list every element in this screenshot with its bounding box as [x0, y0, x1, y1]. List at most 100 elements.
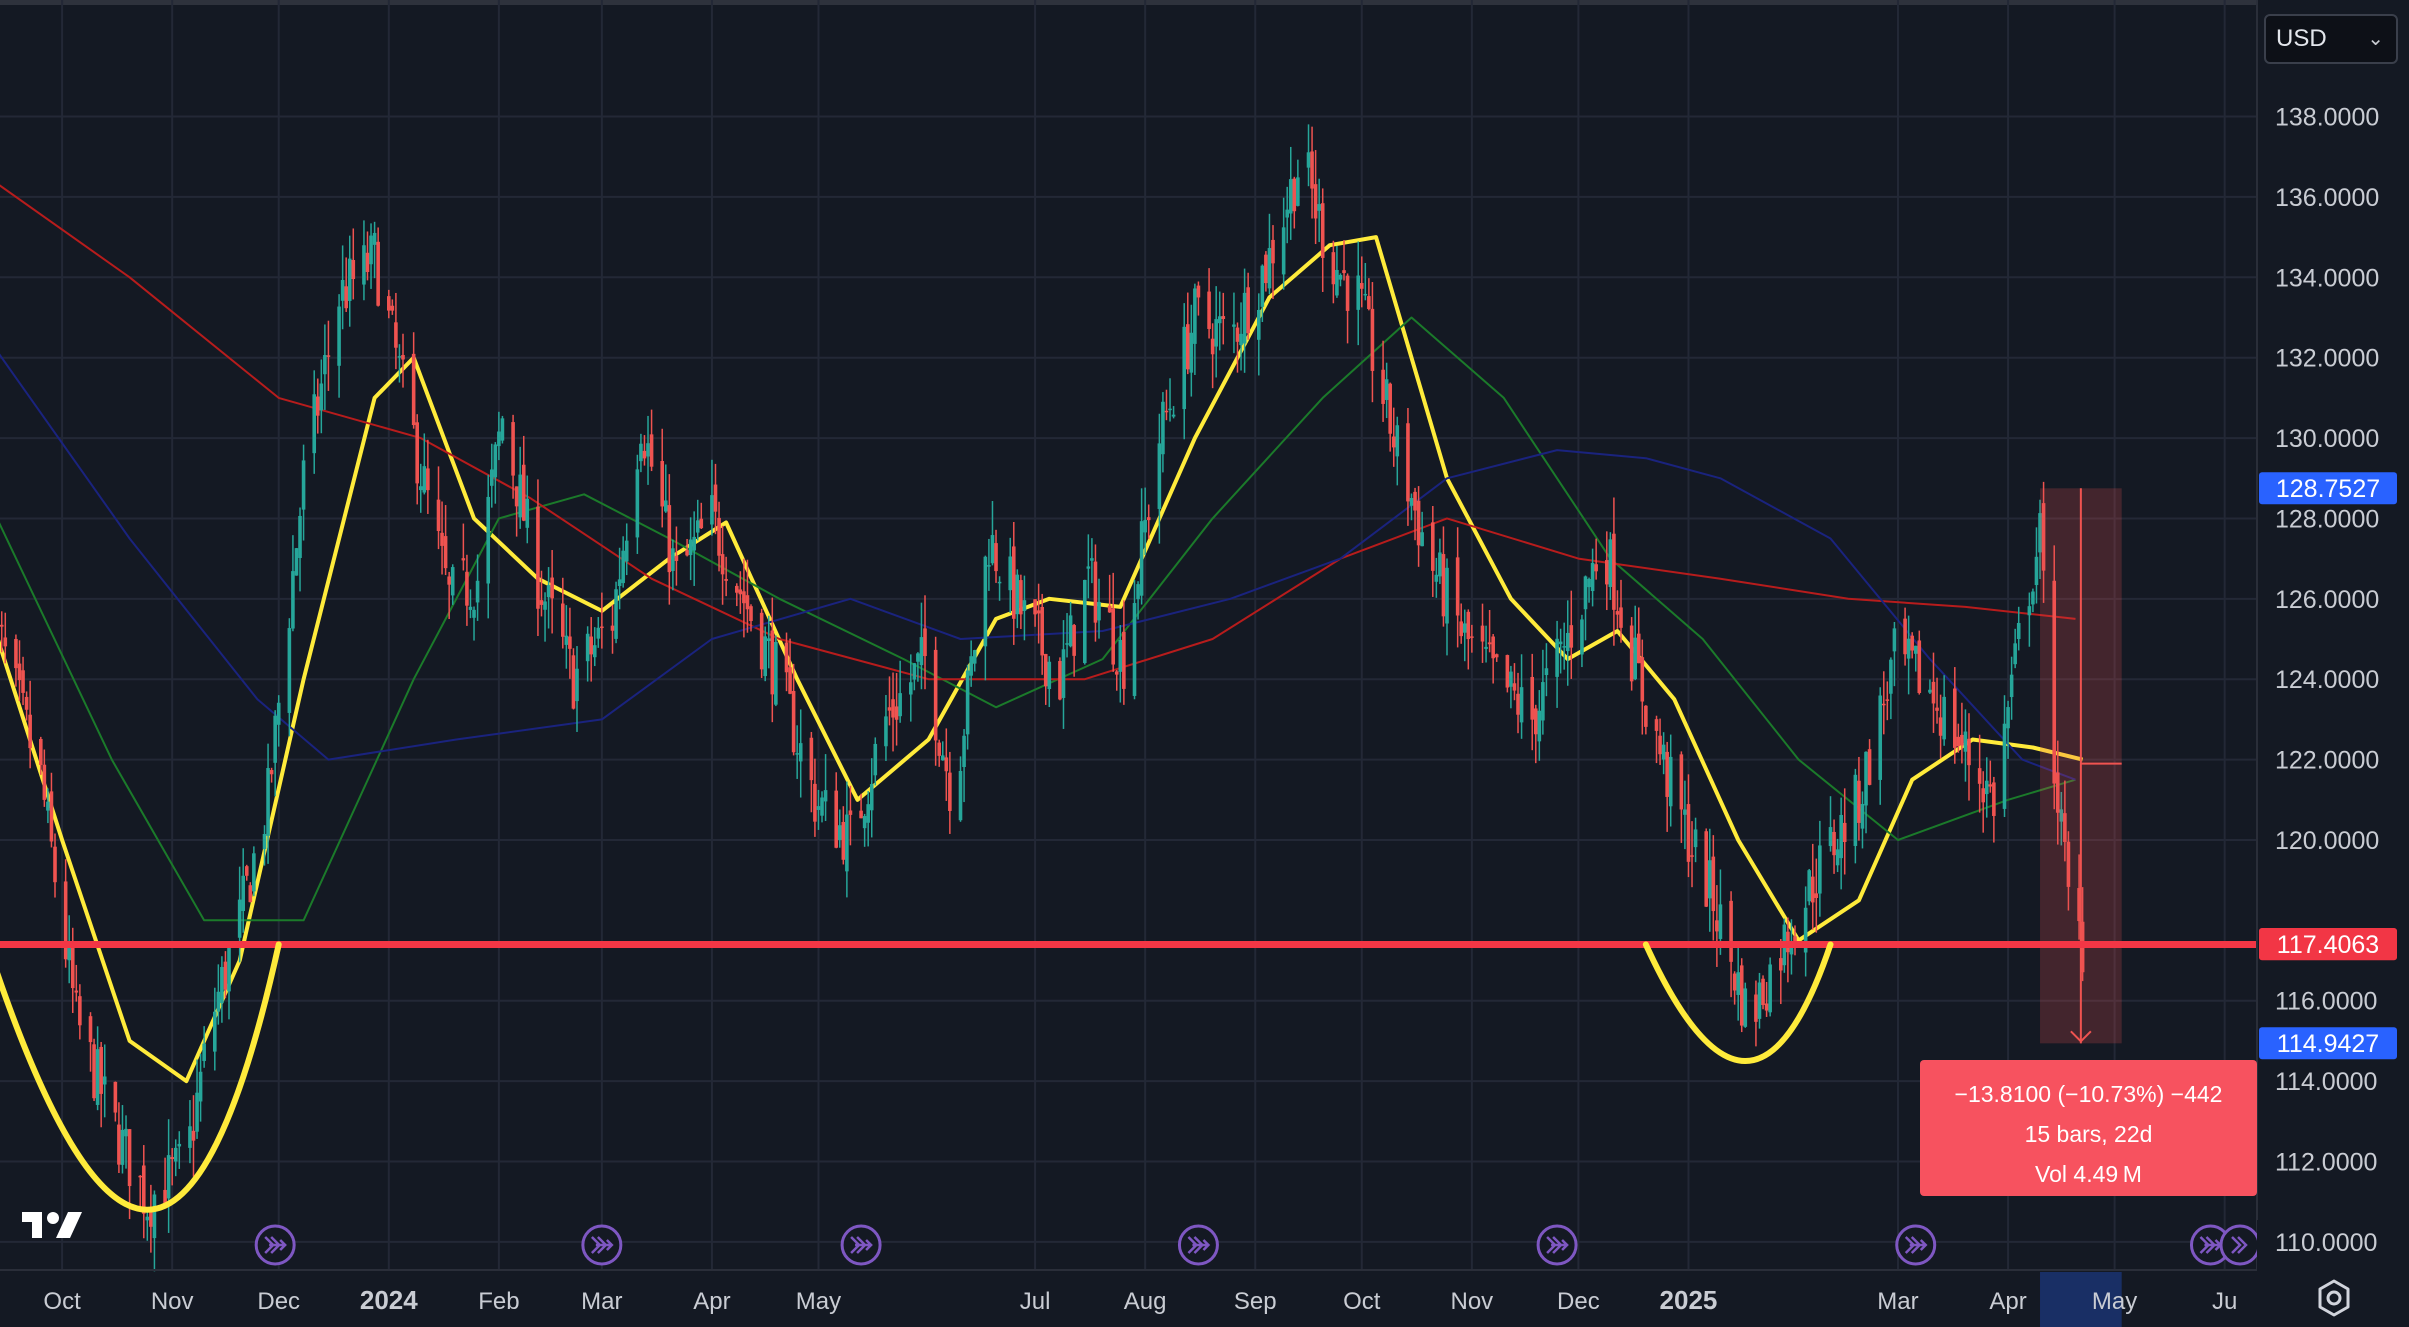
candle[interactable]: [1043, 653, 1048, 705]
candle[interactable]: [1335, 245, 1339, 298]
candle[interactable]: [745, 559, 750, 633]
candle[interactable]: [884, 694, 888, 761]
candle[interactable]: [1981, 771, 1986, 833]
candle[interactable]: [124, 1115, 128, 1169]
candle[interactable]: [1168, 378, 1172, 422]
candle[interactable]: [1608, 532, 1613, 600]
candle[interactable]: [1310, 126, 1314, 219]
candle[interactable]: [514, 486, 519, 537]
candle[interactable]: [472, 606, 476, 641]
candle[interactable]: [1842, 788, 1847, 875]
candle[interactable]: [940, 741, 945, 761]
candle[interactable]: [674, 526, 679, 586]
candle[interactable]: [1839, 797, 1843, 890]
candle[interactable]: [1977, 734, 1982, 813]
candle[interactable]: [426, 439, 430, 514]
candle[interactable]: [912, 663, 917, 691]
candle[interactable]: [923, 595, 927, 690]
candle[interactable]: [710, 459, 714, 536]
candle[interactable]: [1732, 971, 1737, 1005]
candle[interactable]: [188, 1100, 192, 1164]
candle[interactable]: [315, 378, 320, 434]
candle[interactable]: [401, 333, 405, 388]
candle[interactable]: [1256, 293, 1261, 376]
candle[interactable]: [1644, 705, 1648, 735]
candle[interactable]: [422, 433, 427, 495]
candle[interactable]: [369, 223, 373, 289]
candle[interactable]: [386, 289, 391, 319]
candle[interactable]: [624, 523, 629, 576]
candle[interactable]: [784, 632, 789, 692]
candle[interactable]: [340, 245, 345, 330]
candle[interactable]: [791, 663, 796, 756]
candle[interactable]: [1832, 819, 1836, 874]
candle[interactable]: [46, 788, 50, 824]
candle[interactable]: [394, 292, 398, 370]
candle[interactable]: [170, 1148, 174, 1186]
candle[interactable]: [795, 725, 799, 779]
candle[interactable]: [969, 640, 973, 687]
candle[interactable]: [1157, 413, 1162, 544]
candle[interactable]: [823, 754, 828, 821]
candle[interactable]: [323, 324, 327, 410]
candle[interactable]: [362, 220, 366, 301]
candle[interactable]: [149, 1184, 153, 1253]
candle[interactable]: [1704, 828, 1709, 908]
candle[interactable]: [873, 737, 878, 786]
candle[interactable]: [1438, 538, 1442, 585]
candle[interactable]: [1011, 522, 1016, 645]
candle[interactable]: [1090, 538, 1094, 584]
candle[interactable]: [21, 656, 25, 706]
candle[interactable]: [1306, 124, 1311, 187]
candle[interactable]: [1217, 291, 1222, 351]
candle[interactable]: [1114, 669, 1119, 691]
candle[interactable]: [809, 731, 814, 813]
candle[interactable]: [958, 756, 963, 822]
candle[interactable]: [564, 605, 569, 669]
candle[interactable]: [1952, 667, 1957, 764]
candle[interactable]: [1363, 263, 1368, 301]
candle[interactable]: [2002, 695, 2007, 818]
candle[interactable]: [1409, 493, 1414, 521]
candle[interactable]: [536, 479, 540, 637]
candle[interactable]: [1480, 603, 1485, 663]
candle[interactable]: [592, 627, 597, 667]
candle[interactable]: [1654, 715, 1659, 764]
candle[interactable]: [117, 1102, 121, 1174]
candle[interactable]: [365, 231, 370, 281]
candle[interactable]: [1984, 757, 1989, 818]
candle[interactable]: [933, 636, 938, 766]
candle[interactable]: [937, 739, 942, 767]
candle[interactable]: [1793, 925, 1797, 956]
candle[interactable]: [596, 617, 601, 648]
candle[interactable]: [67, 915, 72, 984]
candle[interactable]: [990, 501, 995, 566]
candle[interactable]: [1296, 159, 1300, 207]
candle[interactable]: [848, 785, 853, 846]
candle[interactable]: [120, 1105, 125, 1174]
candle[interactable]: [440, 501, 444, 575]
candle[interactable]: [1778, 938, 1783, 1005]
candle[interactable]: [1764, 981, 1769, 1017]
candle[interactable]: [575, 646, 579, 732]
candle[interactable]: [198, 1053, 203, 1122]
candle[interactable]: [53, 833, 57, 898]
candle[interactable]: [1097, 578, 1101, 639]
candle[interactable]: [319, 359, 324, 434]
candle[interactable]: [1022, 575, 1027, 641]
candle[interactable]: [1413, 487, 1417, 541]
candle[interactable]: [1516, 672, 1520, 734]
candle[interactable]: [1864, 751, 1868, 834]
candle[interactable]: [1193, 283, 1197, 375]
candle[interactable]: [1679, 751, 1684, 843]
candle[interactable]: [1857, 756, 1861, 841]
candle[interactable]: [1434, 557, 1439, 598]
candle[interactable]: [646, 415, 650, 485]
candle[interactable]: [1711, 835, 1716, 941]
candle[interactable]: [887, 676, 892, 726]
event-arrow-icon[interactable]: [840, 1224, 882, 1266]
candle[interactable]: [763, 626, 768, 682]
candle[interactable]: [997, 576, 1002, 601]
candle[interactable]: [1214, 286, 1218, 378]
